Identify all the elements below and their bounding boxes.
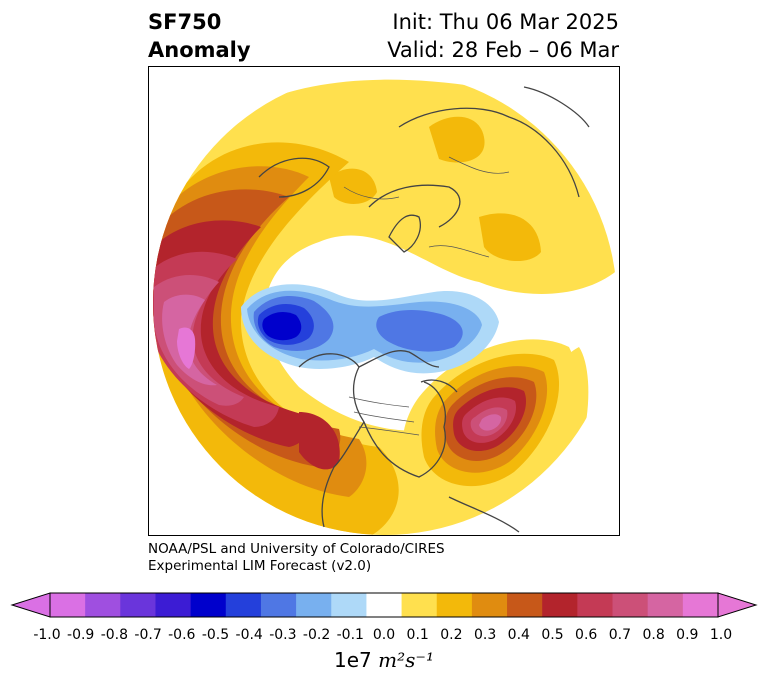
colorbar-tick-label: 0.3 <box>473 627 497 643</box>
colorbar-swatch <box>190 593 227 617</box>
eurasia-anomaly-01 <box>329 168 377 204</box>
colorbar-frame <box>49 592 719 618</box>
colorbar-tick-label: 0.4 <box>507 627 530 643</box>
colorbar-tick-label: -0.7 <box>134 627 162 643</box>
variable-type: Anomaly <box>148 38 251 62</box>
colorbar-swatch <box>577 593 614 617</box>
colorbar-swatch <box>436 593 473 617</box>
colorbar-tick-label: 0.7 <box>608 627 632 643</box>
colorbar-tick-label: -1.0 <box>33 627 61 643</box>
credit-line-2: Experimental LIM Forecast (v2.0) <box>148 558 372 574</box>
colorbar-swatch <box>612 593 649 617</box>
colorbar-tick-label: 0.9 <box>676 627 699 643</box>
colorbar-swatch <box>50 593 86 617</box>
colorbar-swatch <box>85 593 121 617</box>
colorbar-tick-label: 1.0 <box>709 627 733 643</box>
borders <box>343 156 510 436</box>
colorbar-tick-label: -0.6 <box>168 627 196 643</box>
colorbar-swatch <box>401 593 438 617</box>
map-panel <box>148 66 620 536</box>
atlantic-l08 <box>479 414 502 431</box>
colorbar-swatch <box>296 593 332 617</box>
eurasia-anomaly-03 <box>429 116 485 163</box>
valid-range: Valid: 28 Feb – 06 Mar <box>387 38 619 62</box>
colorbar-swatch <box>647 593 684 617</box>
colorbar-tick-label: 0.5 <box>541 627 564 643</box>
colorbar-swatch <box>120 593 156 617</box>
colorbar-ticks: -1.0 -0.9 -0.8 -0.7 -0.6 -0.5 -0.4 -0.3 -0.2 -0.1… <box>0 627 768 645</box>
colorbar-swatch <box>471 593 508 617</box>
colorbar-tick-label: -0.9 <box>67 627 95 643</box>
units-prefix: 1e7 <box>334 648 372 672</box>
variable-name: SF750 <box>148 10 222 34</box>
title-left: SF750 Anomaly <box>148 8 251 64</box>
credit-line-1: NOAA/PSL and University of Colorado/CIRE… <box>148 541 445 557</box>
colorbar-tick-label: 0.0 <box>372 627 396 643</box>
colorbar-tick-label: -0.1 <box>336 627 364 643</box>
colorbar-swatch <box>507 593 543 617</box>
colorbar-swatch <box>331 593 367 617</box>
colorbar-swatch <box>682 593 719 617</box>
colorbar-swatch <box>542 593 578 617</box>
pacific-l08 <box>162 294 217 386</box>
colorbar-tick-label: -0.5 <box>201 627 230 643</box>
negative-l03b <box>376 310 463 352</box>
colorbar-units: 1e7 m²s⁻¹ <box>0 648 768 672</box>
western-us-positive <box>299 412 340 470</box>
colorbar-tick-label: 0.6 <box>575 627 598 643</box>
colorbar-arrow-max <box>717 592 758 618</box>
init-date: Init: Thu 06 Mar 2025 <box>392 10 619 34</box>
colorbar-tick-label: -0.3 <box>269 627 297 643</box>
colorbar-swatch <box>225 593 262 617</box>
pacific-l09 <box>177 327 196 369</box>
colorbar-tick-label: 0.2 <box>440 627 463 643</box>
colorbar-arrow-min <box>10 592 51 618</box>
colorbar-tick-label: -0.2 <box>302 627 331 643</box>
units-expression: m²s⁻¹ <box>378 648 434 672</box>
colorbar-tick-label: 0.8 <box>642 627 665 643</box>
colorbar <box>10 592 758 618</box>
colorbar-swatch <box>366 593 403 617</box>
colorbar-tick-label: 0.1 <box>406 627 429 643</box>
eurasia-anomaly-02 <box>479 213 541 262</box>
colorbar-swatch <box>260 593 297 617</box>
negative-l05 <box>262 311 302 341</box>
credit-text: NOAA/PSL and University of Colorado/CIRE… <box>148 541 445 575</box>
title-right: Init: Thu 06 Mar 2025 Valid: 28 Feb – 06… <box>387 8 619 64</box>
anomaly-map <box>153 71 617 535</box>
colorbar-tick-label: -0.4 <box>235 627 263 643</box>
coastlines <box>258 86 590 533</box>
colorbar-tick-label: -0.8 <box>100 627 129 643</box>
colorbar-swatch <box>155 593 192 617</box>
